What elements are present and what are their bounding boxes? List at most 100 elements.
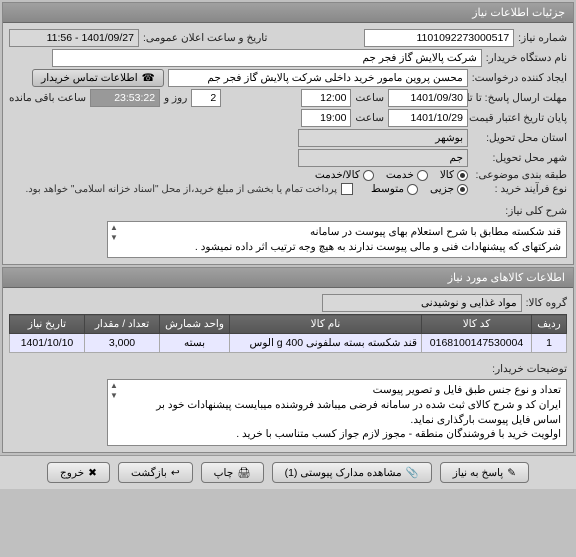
days-field: 2 bbox=[191, 89, 221, 107]
radio-small-label: جزیی bbox=[430, 183, 454, 195]
category-label: طبقه بندی موضوعی: bbox=[472, 169, 567, 181]
proc-note: پرداخت تمام یا بخشی از مبلغ خرید،از محل … bbox=[25, 184, 337, 195]
desc-textarea[interactable]: ▲ ▼ قند شکسته مطابق با شرح استعلام بهای … bbox=[107, 221, 567, 258]
attach-icon: 📎 bbox=[406, 466, 419, 479]
radio-med[interactable]: متوسط bbox=[371, 183, 418, 195]
cell-code: 0168100147530004 bbox=[422, 334, 532, 353]
valid-time: 19:00 bbox=[301, 109, 351, 127]
goods-group-field: مواد غذایی و نوشیدنی bbox=[322, 294, 522, 312]
radio-small[interactable]: جزیی bbox=[430, 183, 468, 195]
radio-both[interactable]: کالا/خدمت bbox=[315, 169, 374, 181]
buyer-notes-textarea[interactable]: ▲ ▼ تعداد و نوع جنس طبق فایل و تصویر پیو… bbox=[107, 379, 567, 446]
row-buyer-notes: توضیحات خریدار: ▲ ▼ تعداد و نوع جنس طبق … bbox=[9, 359, 567, 446]
row-proc: نوع فرآیند خرید : جزیی متوسط پرداخت تمام… bbox=[9, 183, 567, 195]
phone-icon: ☎ bbox=[142, 72, 155, 84]
remain-time: 23:53:22 bbox=[90, 89, 160, 107]
province-label: استان محل تحویل: bbox=[472, 132, 567, 144]
reqno-field: 1101092273000517 bbox=[364, 29, 514, 47]
city-label: شهر محل تحویل: bbox=[472, 152, 567, 164]
th-name: نام کالا bbox=[230, 315, 422, 334]
reqno-label: شماره نیاز: bbox=[518, 32, 567, 44]
th-qty: تعداد / مقدار bbox=[85, 315, 160, 334]
exit-button[interactable]: ✖ خروج bbox=[47, 462, 110, 483]
row-deadline: مهلت ارسال پاسخ: تا تاریخ: 1401/09/30 سا… bbox=[9, 89, 567, 107]
main-panel: جزئیات اطلاعات نیاز شماره نیاز: 11010922… bbox=[2, 2, 574, 265]
valid-time-label: ساعت bbox=[355, 112, 384, 124]
back-icon: ↩ bbox=[171, 467, 180, 479]
row-city: شهر محل تحویل: جم bbox=[9, 149, 567, 167]
arrow-up-icon[interactable]: ▲ bbox=[110, 382, 118, 390]
row-province: استان محل تحویل: بوشهر bbox=[9, 129, 567, 147]
exit-icon: ✖ bbox=[88, 467, 97, 479]
desc-label: شرح کلی نیاز: bbox=[472, 201, 567, 217]
remain-label: ساعت باقی مانده bbox=[9, 92, 86, 104]
category-radios: کالا خدمت کالا/خدمت bbox=[315, 169, 468, 181]
footer-buttons: ✎ پاسخ به نیاز 📎 مشاهده مدارک پیوستی (1)… bbox=[0, 455, 576, 489]
desc-text: قند شکسته مطابق با شرح استعلام بهای پیوس… bbox=[113, 225, 561, 254]
radio-dot-icon bbox=[407, 184, 418, 195]
creator-field: محسن پروین مامور خرید داخلی شرکت پالایش … bbox=[168, 69, 468, 87]
checkbox-icon[interactable] bbox=[341, 183, 353, 195]
radio-goods[interactable]: کالا bbox=[440, 169, 468, 181]
cell-idx: 1 bbox=[532, 334, 567, 353]
cell-qty: 3,000 bbox=[85, 334, 160, 353]
row-desc: شرح کلی نیاز: ▲ ▼ قند شکسته مطابق با شرح… bbox=[9, 201, 567, 258]
buyer-notes-label: توضیحات خریدار: bbox=[472, 359, 567, 375]
row-category: طبقه بندی موضوعی: کالا خدمت کالا/خدمت bbox=[9, 169, 567, 181]
cell-date: 1401/10/10 bbox=[10, 334, 85, 353]
scroll-arrows[interactable]: ▲ ▼ bbox=[110, 382, 118, 400]
province-field: بوشهر bbox=[298, 129, 468, 147]
row-reqno: شماره نیاز: 1101092273000517 تاریخ و ساع… bbox=[9, 29, 567, 47]
cell-name: قند شکسته بسته سلفونی 400 g الوس bbox=[230, 334, 422, 353]
radio-dot-icon bbox=[417, 170, 428, 181]
announce-field: 1401/09/27 - 11:56 bbox=[9, 29, 139, 47]
proc-label: نوع فرآیند خرید : bbox=[472, 183, 567, 195]
table-header-row: ردیف کد کالا نام کالا واحد شمارش تعداد /… bbox=[10, 315, 567, 334]
valid-label: پایان تاریخ اعتبار قیمت تا تاریخ: bbox=[472, 112, 567, 124]
back-button[interactable]: ↩ بازگشت bbox=[118, 462, 193, 483]
radio-dot-icon bbox=[457, 170, 468, 181]
th-date: تاریخ نیاز bbox=[10, 315, 85, 334]
row-valid: پایان تاریخ اعتبار قیمت تا تاریخ: 1401/1… bbox=[9, 109, 567, 127]
th-code: کد کالا bbox=[422, 315, 532, 334]
contact-label: اطلاعات تماس خریدار bbox=[41, 72, 137, 84]
row-creator: ایجاد کننده درخواست: محسن پروین مامور خر… bbox=[9, 69, 567, 87]
goods-table: ردیف کد کالا نام کالا واحد شمارش تعداد /… bbox=[9, 314, 567, 353]
deadline-time: 12:00 bbox=[301, 89, 351, 107]
main-body: شماره نیاز: 1101092273000517 تاریخ و ساع… bbox=[3, 23, 573, 264]
scroll-arrows[interactable]: ▲ ▼ bbox=[110, 224, 118, 242]
radio-service[interactable]: خدمت bbox=[386, 169, 428, 181]
radio-dot-icon bbox=[457, 184, 468, 195]
buyerorg-label: نام دستگاه خریدار: bbox=[486, 52, 567, 64]
goods-body: گروه کالا: مواد غذایی و نوشیدنی ردیف کد … bbox=[3, 288, 573, 452]
radio-goods-label: کالا bbox=[440, 169, 454, 181]
arrow-up-icon[interactable]: ▲ bbox=[110, 224, 118, 232]
arrow-down-icon[interactable]: ▼ bbox=[110, 392, 118, 400]
goods-group-label: گروه کالا: bbox=[526, 297, 567, 309]
table-row[interactable]: 1 0168100147530004 قند شکسته بسته سلفونی… bbox=[10, 334, 567, 353]
attach-label: مشاهده مدارک پیوستی (1) bbox=[285, 467, 402, 479]
row-buyer: نام دستگاه خریدار: شرکت پالایش گاز فجر ج… bbox=[9, 49, 567, 67]
attachments-button[interactable]: 📎 مشاهده مدارک پیوستی (1) bbox=[272, 462, 432, 483]
radio-dot-icon bbox=[363, 170, 374, 181]
respond-label: پاسخ به نیاز bbox=[453, 467, 503, 479]
radio-med-label: متوسط bbox=[371, 183, 404, 195]
respond-button[interactable]: ✎ پاسخ به نیاز bbox=[440, 462, 529, 483]
valid-date: 1401/10/29 bbox=[388, 109, 468, 127]
print-label: چاپ bbox=[214, 467, 234, 479]
arrow-down-icon[interactable]: ▼ bbox=[110, 234, 118, 242]
buyerorg-field: شرکت پالایش گاز فجر جم bbox=[52, 49, 482, 67]
print-button[interactable]: 🖨 چاپ bbox=[201, 462, 264, 483]
cell-unit: بسته bbox=[160, 334, 230, 353]
announce-label: تاریخ و ساعت اعلان عمومی: bbox=[143, 32, 267, 44]
buyer-notes-text: تعداد و نوع جنس طبق فایل و تصویر پیوست ا… bbox=[113, 383, 561, 442]
deadline-date: 1401/09/30 bbox=[388, 89, 468, 107]
goods-header: اطلاعات کالاهای مورد نیاز bbox=[3, 268, 573, 288]
radio-service-label: خدمت bbox=[386, 169, 414, 181]
back-label: بازگشت bbox=[131, 467, 167, 479]
respond-icon: ✎ bbox=[507, 467, 516, 479]
main-header: جزئیات اطلاعات نیاز bbox=[3, 3, 573, 23]
contact-button[interactable]: ☎ اطلاعات تماس خریدار bbox=[32, 69, 164, 87]
deadline-time-label: ساعت bbox=[355, 92, 384, 104]
goods-panel: اطلاعات کالاهای مورد نیاز گروه کالا: موا… bbox=[2, 267, 574, 453]
